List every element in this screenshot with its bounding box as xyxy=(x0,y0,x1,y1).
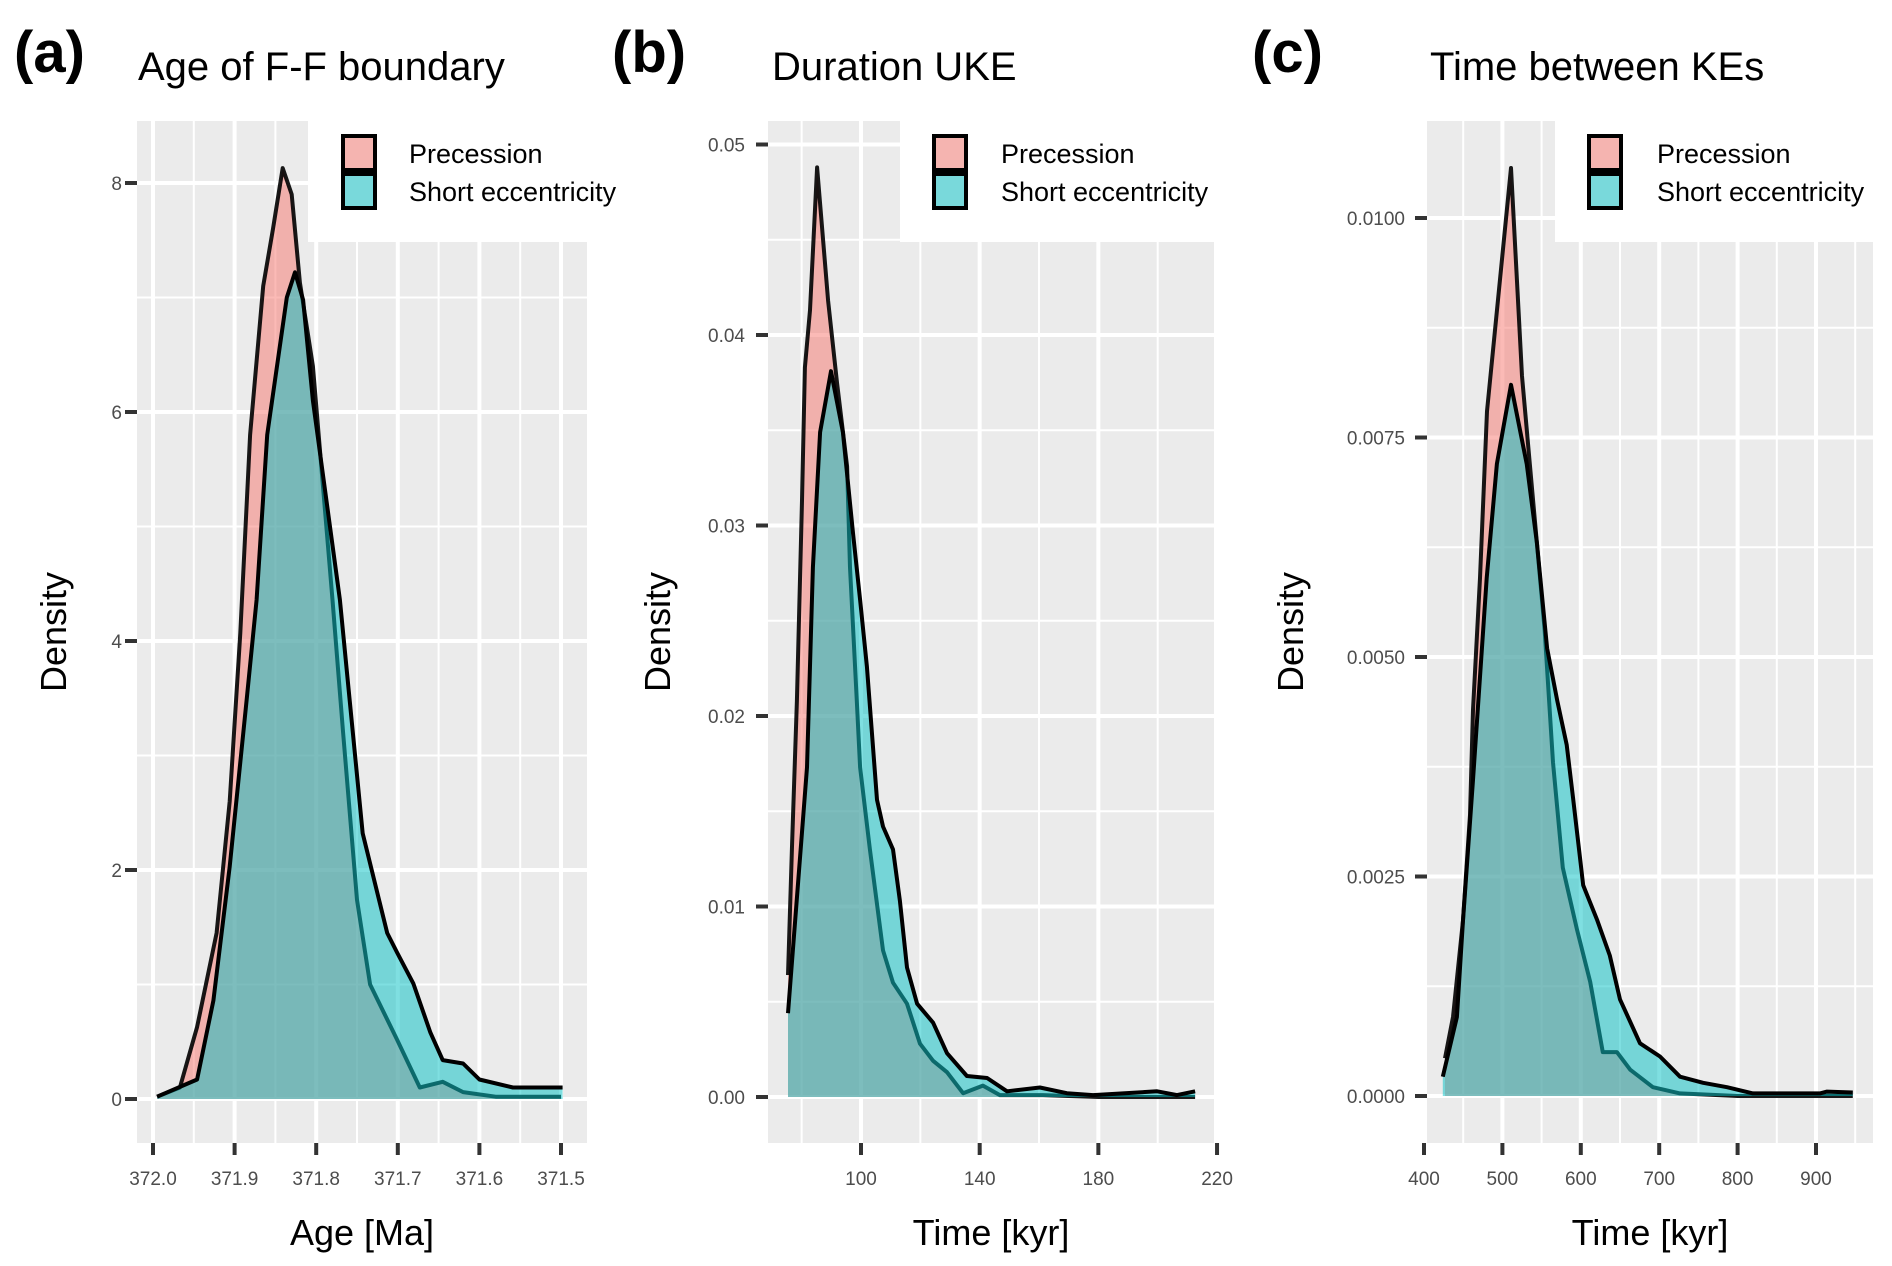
panel-label: (b) xyxy=(612,20,686,85)
x-tick-label: 500 xyxy=(1487,1169,1519,1190)
y-tick-label: 0.02 xyxy=(708,707,745,728)
y-tick-label: 0.04 xyxy=(708,326,745,347)
x-tick-label: 900 xyxy=(1800,1169,1832,1190)
x-tick-label: 180 xyxy=(1083,1169,1115,1190)
legend-label: Precession xyxy=(409,139,543,169)
legend-label: Short eccentricity xyxy=(1001,177,1209,207)
y-tick-label: 6 xyxy=(111,403,122,424)
y-tick-label: 0.0075 xyxy=(1347,429,1405,450)
density-area-short-eccentricity xyxy=(1442,384,1853,1096)
density-area-short-eccentricity xyxy=(157,272,563,1099)
y-tick-label: 0.03 xyxy=(708,517,745,538)
y-axis-label: Density xyxy=(1270,572,1311,692)
y-tick-label: 4 xyxy=(111,632,122,653)
y-tick-label: 0.0050 xyxy=(1347,648,1405,669)
y-tick-label: 0.00 xyxy=(708,1088,745,1109)
x-tick-label: 371.6 xyxy=(456,1169,504,1190)
legend-key-precession xyxy=(341,134,377,172)
x-axis-label: Time [kyr] xyxy=(1572,1212,1729,1253)
legend-key-short-eccentricity xyxy=(1587,172,1623,210)
x-tick-label: 100 xyxy=(845,1169,877,1190)
x-tick-label: 800 xyxy=(1722,1169,1754,1190)
y-tick-label: 8 xyxy=(111,174,122,195)
x-tick-label: 371.8 xyxy=(292,1169,340,1190)
x-axis-label: Age [Ma] xyxy=(290,1212,434,1253)
x-tick-label: 371.7 xyxy=(374,1169,422,1190)
legend-label: Short eccentricity xyxy=(409,177,617,207)
y-tick-label: 0.0025 xyxy=(1347,868,1405,889)
x-tick-label: 400 xyxy=(1408,1169,1440,1190)
x-axis-label: Time [kyr] xyxy=(913,1212,1070,1253)
legend-key-short-eccentricity xyxy=(932,172,968,210)
y-tick-label: 2 xyxy=(111,861,122,882)
x-tick-label: 220 xyxy=(1201,1169,1233,1190)
panel-label: (a) xyxy=(14,20,85,85)
legend-key-short-eccentricity xyxy=(341,172,377,210)
legend-key-precession xyxy=(932,134,968,172)
legend-key-precession xyxy=(1587,134,1623,172)
y-tick-label: 0.0000 xyxy=(1347,1087,1405,1108)
y-tick-label: 0.05 xyxy=(708,136,745,157)
y-axis-label: Density xyxy=(637,572,678,692)
legend-label: Precession xyxy=(1001,139,1135,169)
density-line-short-eccentricity xyxy=(1440,382,1853,1096)
legend-label: Precession xyxy=(1657,139,1791,169)
density-line-short-eccentricity xyxy=(786,369,1196,1098)
density-line-short-eccentricity xyxy=(156,270,563,1099)
x-tick-label: 372.0 xyxy=(129,1169,177,1190)
y-tick-label: 0 xyxy=(111,1090,122,1111)
x-tick-label: 700 xyxy=(1643,1169,1675,1190)
y-tick-label: 0.01 xyxy=(708,898,745,919)
panel-title: Time between KEs xyxy=(1430,45,1764,89)
panel-label: (c) xyxy=(1252,20,1323,85)
legend-label: Short eccentricity xyxy=(1657,177,1865,207)
x-tick-label: 600 xyxy=(1565,1169,1597,1190)
x-tick-label: 140 xyxy=(964,1169,996,1190)
x-tick-label: 371.5 xyxy=(537,1169,585,1190)
density-area-short-eccentricity xyxy=(788,371,1196,1097)
y-tick-label: 0.0100 xyxy=(1347,209,1405,230)
y-axis-label: Density xyxy=(33,572,74,692)
x-tick-label: 371.9 xyxy=(211,1169,259,1190)
panel-title: Age of F-F boundary xyxy=(138,45,505,89)
panel-title: Duration UKE xyxy=(772,45,1017,89)
